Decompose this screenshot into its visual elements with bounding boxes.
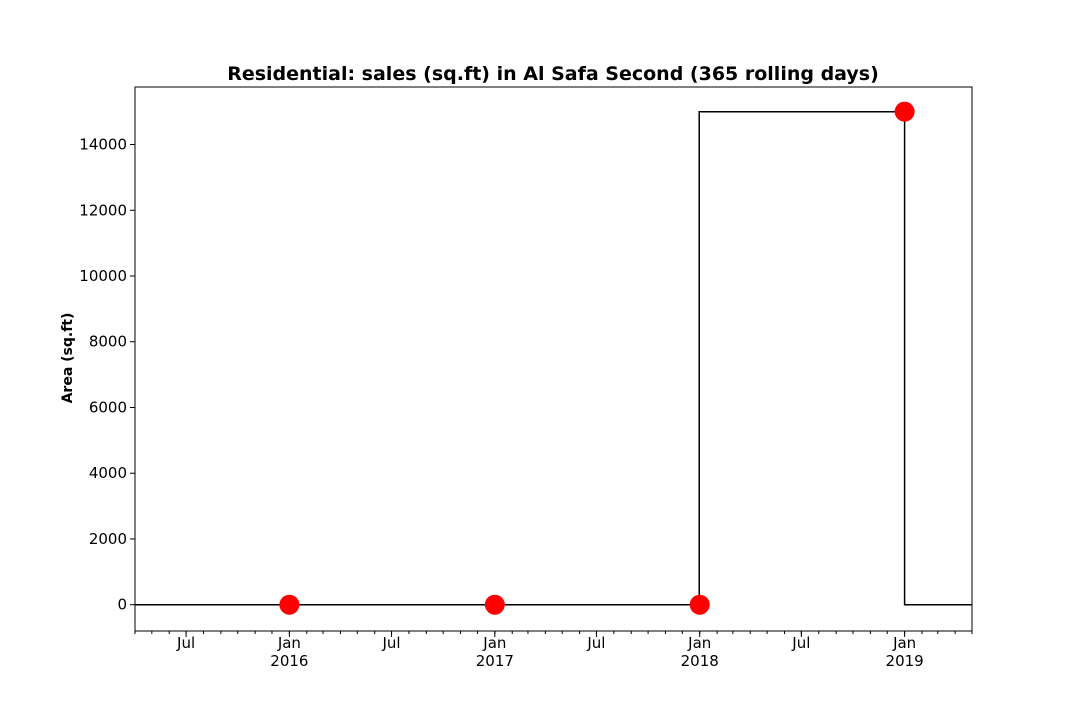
data-point	[689, 594, 710, 615]
chart-title: Residential: sales (sq.ft) in Al Safa Se…	[227, 63, 879, 85]
x-tick-year-label: 2018	[681, 652, 719, 670]
y-tick-label: 4000	[89, 464, 127, 482]
x-tick-label: Jan	[687, 634, 711, 652]
x-tick-year-label: 2017	[476, 652, 514, 670]
x-tick-label: Jan	[277, 634, 301, 652]
x-tick-label: Jul	[791, 634, 810, 652]
y-tick-label: 14000	[79, 136, 127, 154]
y-tick-label: 0	[117, 596, 127, 614]
x-tick-year-label: 2019	[886, 652, 924, 670]
data-point	[279, 594, 300, 615]
x-tick-label: Jan	[482, 634, 506, 652]
y-tick-label: 6000	[89, 398, 127, 416]
series-line	[135, 110, 972, 606]
y-tick-label: 12000	[79, 201, 127, 219]
x-tick-year-label: 2016	[270, 652, 308, 670]
y-axis-label: Area (sq.ft)	[60, 313, 76, 404]
x-tick-label: Jan	[892, 634, 916, 652]
y-tick-label: 2000	[89, 530, 127, 548]
y-tick-label: 8000	[89, 333, 127, 351]
x-tick-label: Jul	[381, 634, 400, 652]
x-tick-label: Jul	[176, 634, 195, 652]
data-point	[484, 594, 505, 615]
axes-frame	[134, 86, 973, 632]
y-tick-label: 10000	[79, 267, 127, 285]
x-tick-label: Jul	[586, 634, 605, 652]
data-point	[894, 101, 915, 122]
